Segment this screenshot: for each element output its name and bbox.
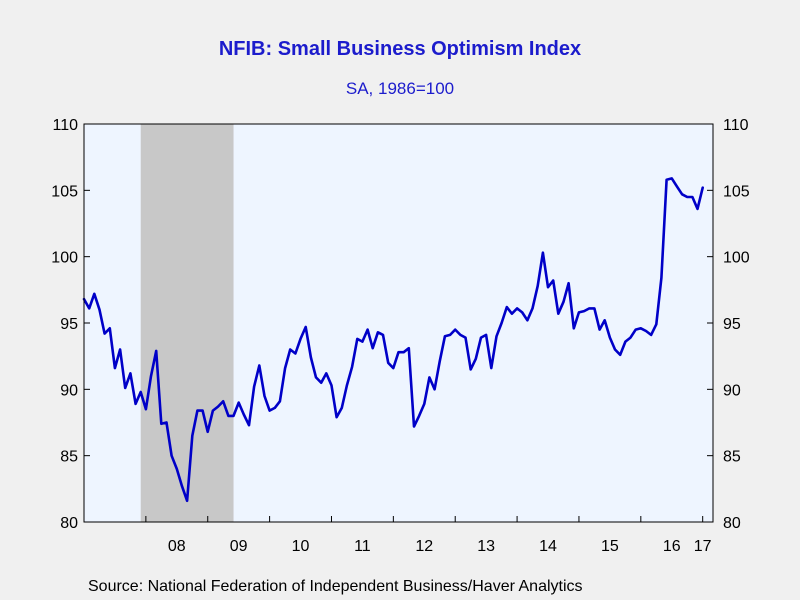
y-tick-label-right: 105 [723,183,750,200]
axes [84,123,713,523]
y-tick-label-right: 90 [723,382,741,399]
x-tick-label: 14 [539,538,557,555]
y-tick-label-left: 85 [60,449,78,466]
series-layer [82,177,705,503]
x-tick-label: 09 [230,538,248,555]
source-note: Source: National Federation of Independe… [88,578,583,595]
y-tick-label-left: 80 [60,515,78,532]
tick-labels: 80 80 85 85 90 90 95 95 100 100 105 105 110 110 08 09 10… [51,117,750,555]
recession-shading [140,124,234,522]
x-tick-label: 11 [354,538,371,555]
plot-frame [83,123,714,523]
series-line [82,177,705,503]
x-tick-label: 12 [415,538,433,555]
y-tick-label-left: 95 [60,316,78,333]
y-tick-label-left: 90 [60,382,78,399]
recession-band [140,124,234,522]
x-tick-label: 17 [694,538,712,555]
y-tick-label-right: 100 [723,250,750,267]
y-tick-label-right: 95 [723,316,741,333]
x-tick-label: 16 [663,538,681,555]
x-tick-label: 08 [168,538,186,555]
y-tick-label-right: 85 [723,449,741,466]
y-tick-label-left: 100 [51,250,78,267]
x-tick-label: 13 [477,538,495,555]
y-tick-label-right: 80 [723,515,741,532]
x-tick-label: 10 [292,538,310,555]
chart-subtitle: SA, 1986=100 [345,79,455,98]
chart-title: NFIB: Small Business Optimism Index [218,38,582,60]
y-tick-label-left: 110 [52,117,78,134]
y-tick-label-right: 110 [723,117,749,134]
x-tick-label: 15 [601,538,619,555]
y-tick-label-left: 105 [51,183,78,200]
